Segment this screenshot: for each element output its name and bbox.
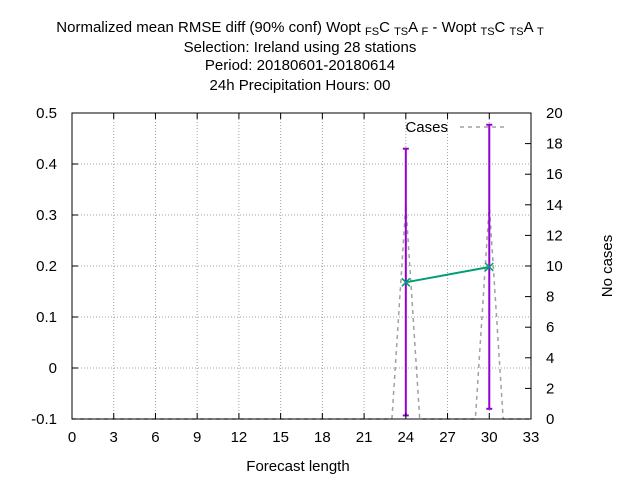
y-tick-label: 0.3 bbox=[36, 207, 57, 224]
y2-tick-label: 4 bbox=[546, 350, 554, 367]
title-part: Normalized mean RMSE diff (90% conf) Wop… bbox=[56, 19, 365, 36]
x-tick-label: 0 bbox=[68, 429, 76, 446]
title-part: - Wopt bbox=[428, 19, 480, 36]
title-part: C bbox=[495, 19, 510, 36]
y2-tick-label: 14 bbox=[546, 197, 563, 214]
chart-title-line4: 24h Precipitation Hours: 00 bbox=[210, 77, 391, 94]
chart-title-line2: Selection: Ireland using 28 stations bbox=[184, 39, 417, 56]
x-tick-label: 24 bbox=[397, 429, 414, 446]
title-subscript: F bbox=[422, 26, 429, 38]
x-tick-label: 3 bbox=[110, 429, 118, 446]
data-point-marker bbox=[484, 262, 494, 272]
y-tick-label: 0.5 bbox=[36, 105, 57, 122]
x-axis-label: Forecast length bbox=[246, 458, 349, 475]
title-part: C bbox=[379, 19, 394, 36]
y2-tick-label: 16 bbox=[546, 166, 563, 183]
y2-tick-label: 6 bbox=[546, 319, 554, 336]
y2-axis-label: No cases bbox=[599, 235, 616, 298]
x-tick-label: 27 bbox=[439, 429, 456, 446]
y2-tick-label: 8 bbox=[546, 289, 554, 306]
y2-tick-label: 18 bbox=[546, 136, 563, 153]
chart-title-line3: Period: 20180601-20180614 bbox=[205, 57, 395, 74]
y-tick-label: 0 bbox=[49, 360, 57, 377]
x-tick-label: 30 bbox=[481, 429, 498, 446]
legend-label-cases: Cases bbox=[405, 119, 448, 136]
y-tick-label: 0.1 bbox=[36, 309, 57, 326]
cases-series bbox=[72, 204, 531, 420]
y2-tick-label: 2 bbox=[546, 380, 554, 397]
x-tick-label: 33 bbox=[523, 429, 540, 446]
x-tick-label: 6 bbox=[151, 429, 159, 446]
rmse-diff-line bbox=[405, 266, 490, 284]
data-point-marker bbox=[401, 277, 411, 287]
title-part: A bbox=[524, 19, 537, 36]
legend: Cases bbox=[405, 119, 507, 136]
rmse-diff-series bbox=[401, 123, 494, 417]
x-tick-label: 21 bbox=[356, 429, 373, 446]
y2-tick-label: 0 bbox=[546, 411, 554, 428]
y-tick-label: 0.2 bbox=[36, 258, 57, 275]
axis-ticks: 0 3 6 9 12 15 18 21 24 27 30 33-0.100.10.20.30.40.5… bbox=[31, 105, 563, 446]
chart-title-line1: Normalized mean RMSE diff (90% conf) Wop… bbox=[56, 19, 544, 38]
x-tick-label: 18 bbox=[314, 429, 331, 446]
cases-line bbox=[72, 204, 531, 420]
title-subscript: FS bbox=[365, 26, 379, 38]
x-tick-label: 15 bbox=[272, 429, 289, 446]
title-subscript: TS bbox=[480, 26, 494, 38]
title-part: A bbox=[408, 19, 421, 36]
y2-tick-label: 10 bbox=[546, 258, 563, 275]
title-subscript: T bbox=[537, 26, 544, 38]
y2-tick-label: 20 bbox=[546, 105, 563, 122]
title-subscript: TS bbox=[510, 26, 524, 38]
title-subscript: TS bbox=[394, 26, 408, 38]
x-tick-label: 9 bbox=[193, 429, 201, 446]
y-tick-label: -0.1 bbox=[31, 411, 57, 428]
x-tick-label: 12 bbox=[231, 429, 248, 446]
grid bbox=[72, 113, 531, 419]
y2-tick-label: 12 bbox=[546, 227, 563, 244]
y-tick-label: 0.4 bbox=[36, 156, 57, 173]
